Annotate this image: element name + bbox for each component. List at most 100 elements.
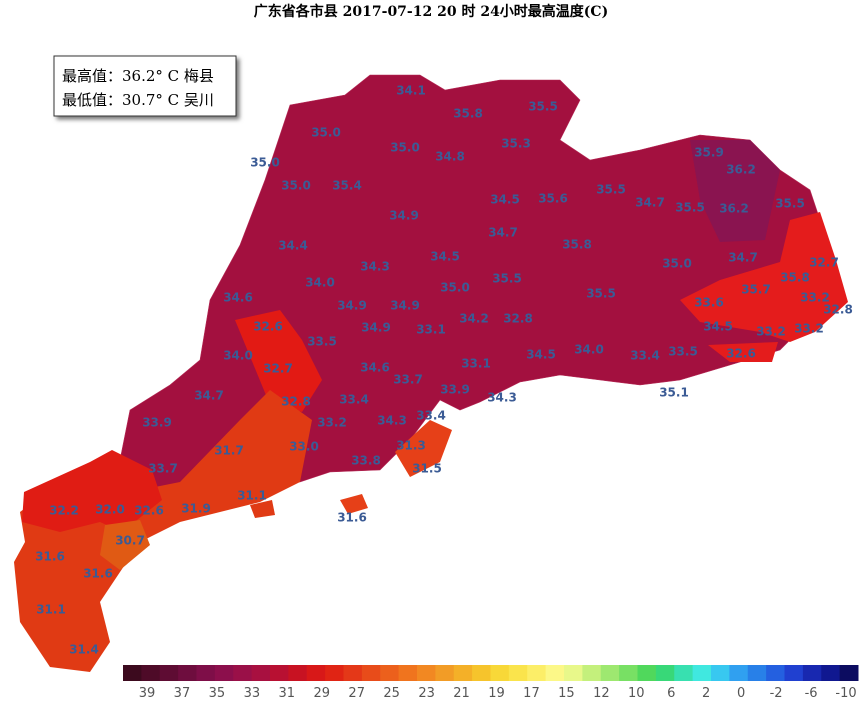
colorbar-tick-label: 21 bbox=[453, 686, 470, 701]
station-label: 31.6 bbox=[337, 511, 367, 525]
station-label: 34.7 bbox=[194, 389, 224, 403]
colorbar-swatch bbox=[325, 665, 344, 681]
station-label: 34.5 bbox=[703, 320, 733, 334]
station-label: 34.7 bbox=[488, 226, 518, 240]
station-label: 33.0 bbox=[289, 440, 319, 454]
station-label: 33.4 bbox=[339, 393, 369, 407]
colorbar-swatch bbox=[674, 665, 694, 681]
station-label: 34.5 bbox=[430, 250, 460, 264]
station-label: 35.1 bbox=[659, 386, 689, 400]
station-label: 35.8 bbox=[562, 238, 592, 252]
colorbar-swatch bbox=[802, 665, 822, 681]
station-label: 33.9 bbox=[142, 416, 172, 430]
colorbar-swatch bbox=[251, 665, 271, 681]
colorbar-swatch bbox=[141, 665, 161, 681]
colorbar-tick-label: 12 bbox=[593, 686, 610, 701]
station-label: 31.1 bbox=[36, 603, 66, 617]
colorbar-swatch bbox=[711, 665, 730, 681]
region-west-red bbox=[235, 310, 322, 412]
colorbar-swatch bbox=[123, 665, 142, 681]
station-label: 35.3 bbox=[501, 137, 531, 151]
station-label: 34.0 bbox=[574, 343, 604, 357]
colorbar-swatch bbox=[178, 665, 197, 681]
info-box-frame bbox=[53, 55, 237, 117]
station-label: 32.7 bbox=[263, 362, 293, 376]
station-label: 33.5 bbox=[668, 345, 698, 359]
colorbar-swatch bbox=[545, 665, 565, 681]
station-labels: 34.135.8 35.535.035.0 35.334.835.035.0 35.4… bbox=[35, 84, 853, 657]
station-label: 31.6 bbox=[35, 550, 65, 564]
station-label: 35.0 bbox=[440, 281, 470, 295]
station-label: 30.7 bbox=[115, 534, 145, 548]
station-label: 35.5 bbox=[596, 183, 626, 197]
station-label: 36.2 bbox=[726, 163, 756, 177]
station-label: 33.1 bbox=[461, 357, 491, 371]
island bbox=[340, 494, 368, 514]
station-label: 32.2 bbox=[49, 504, 79, 518]
colorbar-tick-label: 15 bbox=[558, 686, 575, 701]
station-label: 34.5 bbox=[490, 193, 520, 207]
station-label: 34.7 bbox=[635, 196, 665, 210]
station-label: 34.1 bbox=[396, 84, 426, 98]
colorbar-tick-label: -6 bbox=[805, 686, 818, 701]
info-max: 最高值：36.2° C 梅县 bbox=[62, 67, 214, 85]
station-label: 32.7 bbox=[809, 256, 839, 270]
colorbar-swatch bbox=[306, 665, 326, 681]
colorbar-swatch bbox=[582, 665, 602, 681]
colorbar-swatch bbox=[288, 665, 308, 681]
station-label: 33.6 bbox=[694, 296, 724, 310]
colorbar-swatch bbox=[417, 665, 436, 681]
colorbar-swatch bbox=[343, 665, 363, 681]
region-shenzhen bbox=[395, 420, 452, 477]
colorbar-tick-label: -10 bbox=[835, 686, 856, 701]
colorbar-swatch bbox=[564, 665, 583, 681]
station-label: 34.9 bbox=[337, 299, 367, 313]
colorbar-tick-label: 6 bbox=[667, 686, 675, 701]
station-label: 33.5 bbox=[307, 335, 337, 349]
station-label: 35.6 bbox=[538, 192, 568, 206]
station-label: 35.4 bbox=[332, 179, 362, 193]
station-label: 33.8 bbox=[351, 454, 381, 468]
station-label: 33.4 bbox=[630, 349, 660, 363]
region-wuchuan bbox=[100, 520, 150, 570]
title: 广东省各市县 2017-07-12 20 时 24小时最高温度(C) bbox=[254, 3, 608, 20]
colorbar-tick-label: 31 bbox=[279, 686, 296, 701]
info-min: 最低值：30.7° C 吴川 bbox=[62, 91, 214, 109]
station-label: 35.7 bbox=[741, 283, 771, 297]
station-label: 34.6 bbox=[223, 291, 253, 305]
station-label: 33.2 bbox=[756, 325, 786, 339]
colorbar-swatch bbox=[453, 665, 473, 681]
colorbar-tick-label: 0 bbox=[737, 686, 745, 701]
station-label: 35.0 bbox=[250, 156, 280, 170]
station-label: 33.7 bbox=[148, 462, 178, 476]
region-meizhou bbox=[690, 140, 780, 242]
colorbar-swatch bbox=[747, 665, 767, 681]
colorbar-swatch bbox=[233, 665, 253, 681]
station-label: 33.2 bbox=[794, 322, 824, 336]
station-label: 34.5 bbox=[526, 348, 556, 362]
region-southwest bbox=[14, 390, 312, 672]
colorbar-swatch bbox=[637, 665, 657, 681]
colorbar-tick-label: 23 bbox=[418, 686, 435, 701]
colorbar-swatch bbox=[380, 665, 400, 681]
colorbar-swatch bbox=[619, 665, 638, 681]
colorbar-swatch bbox=[159, 665, 179, 681]
station-label: 35.5 bbox=[675, 201, 705, 215]
colorbar-tick-label: 25 bbox=[383, 686, 400, 701]
colorbar-swatch bbox=[784, 665, 804, 681]
colorbar: 39 37 35 33 31 29 27 25 23 21 19 17 15 12 10 6 2 0 -2 -6 -10 bbox=[123, 665, 859, 701]
colorbar-swatch bbox=[655, 665, 675, 681]
station-label: 34.4 bbox=[278, 239, 308, 253]
station-label: 35.5 bbox=[492, 272, 522, 286]
colorbar-swatch bbox=[196, 665, 216, 681]
station-label: 34.0 bbox=[305, 276, 335, 290]
station-label: 32.6 bbox=[726, 347, 756, 361]
colorbar-tick-label: 19 bbox=[488, 686, 505, 701]
colorbar-swatch bbox=[766, 665, 785, 681]
colorbar-tick-label: 35 bbox=[209, 686, 226, 701]
station-label: 34.9 bbox=[390, 299, 420, 313]
station-label: 34.9 bbox=[389, 209, 419, 223]
colorbar-swatch bbox=[821, 665, 841, 681]
region-east-coast bbox=[680, 212, 848, 342]
